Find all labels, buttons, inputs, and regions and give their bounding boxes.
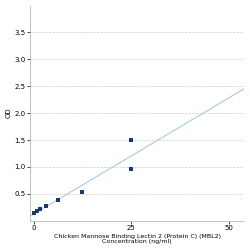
Point xyxy=(56,198,60,202)
Point xyxy=(80,190,84,194)
Point xyxy=(35,209,39,213)
Point xyxy=(38,208,42,212)
Point xyxy=(32,211,36,215)
Point xyxy=(129,138,133,142)
Y-axis label: OD: OD xyxy=(6,108,12,118)
Point xyxy=(44,204,48,208)
X-axis label: Chicken Mannose Binding Lectin 2 (Protein C) (MBL2)
Concentration (ng/ml): Chicken Mannose Binding Lectin 2 (Protei… xyxy=(54,234,220,244)
Point xyxy=(129,166,133,170)
